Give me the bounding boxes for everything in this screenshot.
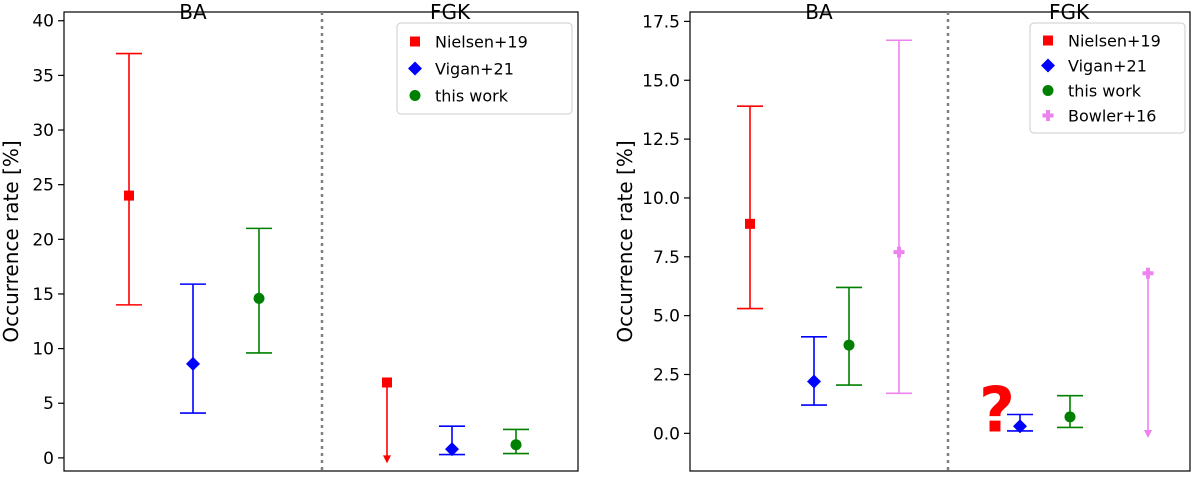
plot-frame: [689, 11, 1191, 472]
y-tick-label: 10: [32, 340, 54, 360]
right-panel: 0.0 2.5 5.0 7.5 10.0 12.5 15.0 17.5 Occurrence r…: [613, 0, 1191, 472]
legend-marker-bowler-16: [1042, 110, 1054, 121]
group-label-fgk: FGK: [1049, 0, 1090, 24]
y-tick-label: 0.0: [653, 424, 680, 444]
y-tick-label: 5.0: [653, 307, 680, 327]
legend-marker-this-work: [1042, 85, 1054, 96]
legend-label-nielsen-19: Nielsen+19: [435, 33, 528, 52]
question-mark-annotation: ?: [979, 373, 1015, 446]
legend-marker-vigan-21: [408, 61, 422, 76]
legend-marker-this-work: [409, 90, 421, 101]
legend-label-this-work: this work: [435, 87, 509, 106]
legend-marker-nielsen-19: [1043, 35, 1053, 46]
y-tick-label: 25: [32, 176, 54, 196]
left-panel: 0 5 10 15 20 25 30 35 40 Occurrence rate [%] BA FGK…: [0, 0, 579, 472]
y-tick-label: 12.5: [642, 130, 680, 150]
y-tick-label: 40: [32, 12, 54, 32]
y-tick-label: 35: [32, 66, 54, 86]
data-point-vigan-21: [445, 442, 459, 457]
data-point-vigan-21: [807, 374, 821, 389]
data-point-nielsen-19: [124, 190, 134, 201]
data-point-this-work: [843, 339, 855, 351]
y-tick-label: 20: [32, 230, 54, 250]
y-tick-label: 15: [32, 285, 54, 305]
data-point-nielsen-19: [745, 218, 755, 229]
y-tick-label: 30: [32, 121, 54, 141]
y-tick-label: 17.5: [642, 12, 680, 32]
group-label-fgk: FGK: [430, 0, 471, 24]
legend-label-this-work: this work: [1068, 82, 1142, 101]
y-tick-label: 0: [43, 449, 54, 469]
data-point-this-work: [1064, 411, 1076, 423]
data-point-this-work: [253, 292, 265, 304]
y-tick-label: 10.0: [642, 189, 680, 209]
legend-box: [1029, 22, 1186, 134]
y-tick-label: 2.5: [653, 365, 680, 385]
legend-box: [396, 22, 573, 115]
legend-label-nielsen-19: Nielsen+19: [1068, 32, 1161, 51]
legend-marker-nielsen-19: [410, 36, 420, 47]
data-point-this-work: [510, 439, 522, 451]
data-point-bowler-16: [893, 246, 905, 258]
y-axis-label: Occurrence rate [%]: [613, 140, 637, 342]
legend-marker-vigan-21: [1041, 58, 1055, 73]
y-axis-label: Occurrence rate [%]: [0, 140, 23, 342]
data-point-vigan-21: [1013, 419, 1027, 434]
data-point-vigan-21: [186, 356, 200, 371]
y-tick-label: 15.0: [642, 71, 680, 91]
legend-label-bowler-16: Bowler+16: [1068, 107, 1156, 126]
upper-limit-arrow-nielsen-19: [383, 455, 391, 464]
group-label-ba: BA: [179, 0, 207, 24]
y-tick-label: 5: [43, 394, 54, 414]
legend-label-vigan-21: Vigan+21: [1068, 57, 1147, 76]
data-point-nielsen-19: [382, 377, 392, 388]
data-point-bowler-16: [1142, 267, 1154, 279]
legend-label-vigan-21: Vigan+21: [435, 60, 514, 79]
upper-limit-arrow-bowler-16: [1144, 430, 1152, 439]
y-tick-label: 7.5: [653, 248, 680, 268]
group-label-ba: BA: [805, 0, 833, 24]
